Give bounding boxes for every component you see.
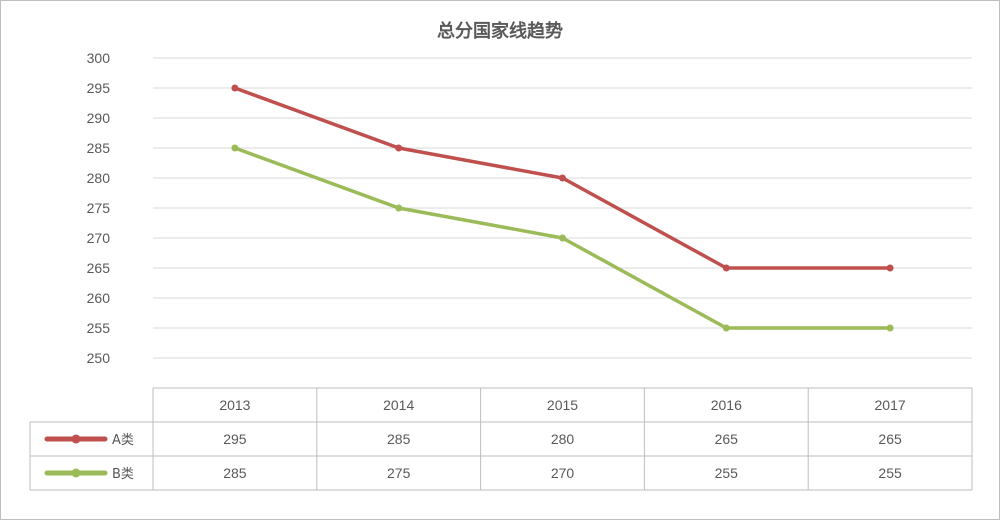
legend-label-a: A类 [112, 433, 134, 448]
y-tick-label: 270 [87, 230, 111, 246]
grid-layer [153, 57, 972, 359]
data-point [395, 144, 403, 152]
table-header-cell: 2016 [711, 397, 742, 413]
y-tick-label: 280 [87, 170, 111, 186]
series-layer [231, 84, 894, 332]
table-value-cell: 285 [387, 431, 411, 447]
y-tick-label: 300 [87, 50, 111, 66]
y-tick-label: 290 [87, 110, 111, 126]
table-value-cell: 285 [223, 465, 247, 481]
data-table: 2013 2014 2015 2016 2017 A类 295 285 280 265 265 B类 2… [29, 387, 973, 491]
table-value-cell: 275 [387, 465, 411, 481]
y-axis-ticks: 300 295 290 285 280 275 270 265 260 255 250 [87, 50, 111, 366]
data-point [886, 324, 894, 332]
y-tick-label: 250 [87, 350, 111, 366]
legend-label-b: B类 [112, 467, 134, 482]
table-value-cell: 270 [551, 465, 575, 481]
data-point [231, 84, 239, 92]
data-point [395, 204, 403, 212]
table-value-cell: 265 [715, 431, 739, 447]
data-point [722, 324, 730, 332]
table-value-cell: 255 [878, 465, 902, 481]
table-header-cell: 2015 [547, 397, 578, 413]
chart-title: 总分国家线趋势 [437, 21, 563, 42]
legend-marker-a [71, 434, 81, 444]
legend-marker-b [71, 468, 81, 478]
table-value-cell: 265 [878, 431, 902, 447]
y-tick-label: 265 [87, 260, 111, 276]
y-tick-label: 260 [87, 290, 111, 306]
data-point [559, 234, 566, 242]
y-tick-label: 285 [87, 140, 111, 156]
table-value-cell: 280 [551, 431, 575, 447]
table-value-cell: 295 [223, 431, 247, 447]
table-header-cell: 2013 [219, 397, 250, 413]
y-tick-label: 275 [87, 200, 111, 216]
y-tick-label: 255 [87, 320, 111, 336]
data-point [886, 264, 894, 272]
data-point [559, 174, 566, 182]
table-value-cell: 255 [715, 465, 739, 481]
y-tick-label: 295 [87, 80, 111, 96]
table-header-cell: 2017 [875, 397, 906, 413]
data-point [231, 144, 239, 152]
data-point [722, 264, 730, 272]
table-header-cell: 2014 [383, 397, 414, 413]
